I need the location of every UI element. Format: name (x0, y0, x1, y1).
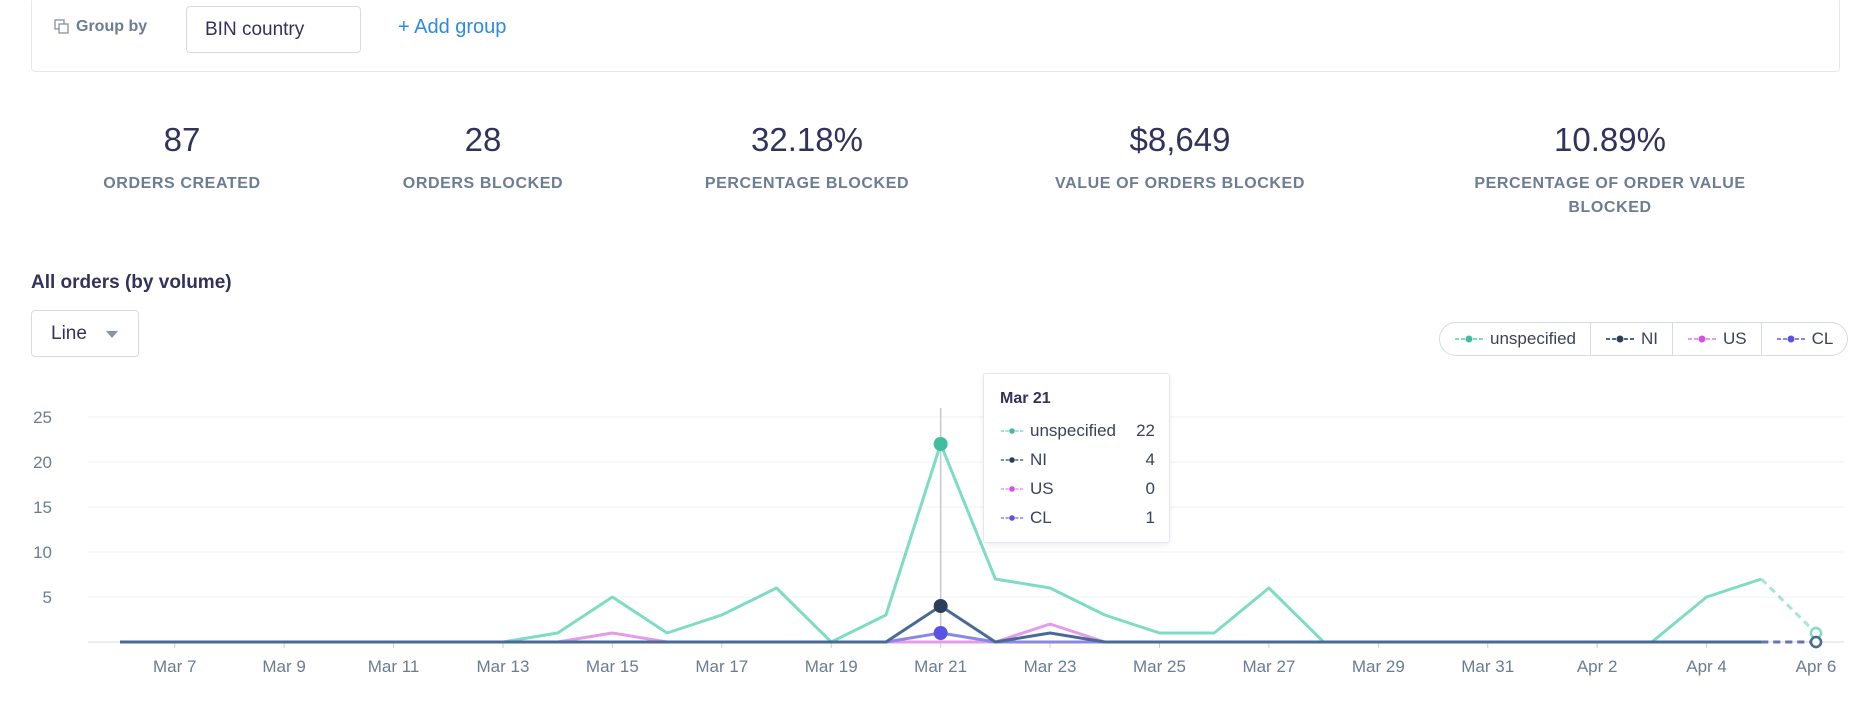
tooltip-swatch (1000, 514, 1024, 521)
metric-label: VALUE OF ORDERS BLOCKED (1055, 175, 1305, 192)
tooltip-row: unspecified 22 (1000, 416, 1155, 445)
x-tick-label: Mar 11 (368, 657, 420, 676)
x-tick-label: Mar 27 (1242, 657, 1295, 676)
y-tick-label: 20 (33, 453, 52, 472)
y-tick-label: 5 (43, 588, 52, 607)
metric-value-orders-blocked: $8,649 VALUE OF ORDERS BLOCKED (1030, 120, 1330, 196)
metric-percentage-blocked: 32.18% PERCENTAGE BLOCKED (687, 120, 927, 196)
legend-item-cl[interactable]: CL (1762, 323, 1848, 355)
x-tick-label: Mar 19 (805, 657, 858, 676)
tooltip-swatch (1000, 427, 1024, 434)
x-tick-label: Apr 2 (1577, 657, 1618, 676)
legend-label: unspecified (1490, 329, 1577, 348)
legend-swatch (1688, 335, 1717, 343)
x-tick-label: Mar 25 (1133, 657, 1186, 676)
filter-panel (31, 0, 1840, 72)
legend-label: NI (1641, 329, 1659, 348)
chart-tooltip: Mar 21 unspecified 22 NI 4 US 0 CL 1 (983, 373, 1170, 543)
x-tick-label: Apr 4 (1686, 657, 1727, 676)
x-tick-label: Mar 17 (695, 657, 748, 676)
group-by-text: Group by (76, 18, 148, 35)
chart-type-select[interactable]: Line (31, 310, 139, 357)
x-tick-label: Mar 31 (1461, 657, 1514, 676)
x-tick-label: Mar 7 (153, 657, 196, 676)
chart-legend: unspecified NI US CL (1439, 322, 1849, 356)
metric-label: ORDERS BLOCKED (402, 175, 564, 192)
legend-swatch (1606, 335, 1635, 343)
x-tick-label: Mar 29 (1352, 657, 1405, 676)
x-tick-label: Mar 21 (914, 657, 967, 676)
legend-swatch (1455, 335, 1483, 343)
legend-item-us[interactable]: US (1673, 323, 1762, 355)
y-tick-label: 15 (33, 498, 52, 517)
swatch-dot (1009, 456, 1015, 463)
metric-value: 87 (163, 121, 201, 158)
group-by-label: Group by (54, 18, 147, 36)
tooltip-series-name: US (1030, 478, 1054, 498)
add-group-button[interactable]: + Add group (398, 16, 507, 38)
chart-title: All orders (by volume) (31, 272, 232, 293)
metric-percentage-order-value-blocked: 10.89% PERCENTAGE OF ORDER VALUE BLOCKED (1460, 120, 1760, 220)
chart-type-value: Line (51, 323, 87, 344)
tooltip-row: US 0 (1000, 474, 1155, 503)
tooltip-date: Mar 21 (1000, 390, 1051, 407)
legend-label: CL (1811, 329, 1834, 348)
metric-value: 32.18% (751, 121, 863, 158)
group-by-select[interactable]: BIN country (186, 6, 361, 53)
tooltip-series-name: unspecified (1030, 420, 1117, 440)
tooltip-series-name: NI (1030, 449, 1047, 469)
metric-orders-created: 87 ORDERS CREATED (82, 120, 282, 196)
highlight-point-ni (933, 599, 948, 613)
tooltip-series-value: 1 (1145, 507, 1155, 527)
x-tick-label: Mar 9 (262, 657, 305, 676)
x-tick-label: Mar 15 (586, 657, 639, 676)
swatch-dot (1009, 427, 1015, 434)
chevron-down-icon (106, 331, 118, 338)
x-tick-label: Apr 6 (1796, 657, 1837, 676)
tooltip-swatch (1000, 456, 1024, 463)
metric-label: PERCENTAGE BLOCKED (704, 175, 910, 192)
tooltip-row: CL 1 (1000, 503, 1155, 532)
legend-swatch (1776, 335, 1805, 343)
swatch-dot (1787, 335, 1795, 343)
highlight-point-unspecified (933, 437, 948, 451)
swatch-dot (1616, 335, 1624, 343)
metric-value: $8,649 (1129, 121, 1231, 158)
tooltip-row: NI 4 (1000, 445, 1155, 474)
metric-value: 28 (464, 121, 502, 158)
highlight-point-cl (933, 626, 948, 640)
tooltip-series-name: CL (1030, 507, 1052, 527)
metric-orders-blocked: 28 ORDERS BLOCKED (383, 120, 583, 196)
x-tick-label: Mar 23 (1024, 657, 1077, 676)
metric-label: ORDERS CREATED (103, 175, 261, 192)
tooltip-swatch (1000, 485, 1024, 492)
tooltip-series-value: 22 (1136, 420, 1155, 440)
tooltip-series-value: 4 (1145, 449, 1155, 469)
y-tick-label: 25 (33, 408, 52, 427)
swatch-dot (1009, 514, 1015, 521)
swatch-dot (1465, 335, 1473, 343)
metric-value: 10.89% (1554, 121, 1666, 158)
series-partial-point (1809, 635, 1823, 649)
tooltip-series-value: 0 (1145, 478, 1155, 498)
series-partial-segment (1760, 577, 1818, 635)
x-tick-label: Mar 13 (477, 657, 530, 676)
swatch-dot (1698, 335, 1706, 343)
legend-item-ni[interactable]: NI (1591, 323, 1674, 355)
group-by-icon (54, 19, 69, 34)
legend-item-unspecified[interactable]: unspecified (1440, 323, 1592, 355)
y-tick-label: 10 (33, 543, 52, 562)
metric-label: PERCENTAGE OF ORDER VALUE BLOCKED (1474, 175, 1746, 216)
swatch-dot (1009, 485, 1015, 492)
legend-label: US (1723, 329, 1747, 348)
